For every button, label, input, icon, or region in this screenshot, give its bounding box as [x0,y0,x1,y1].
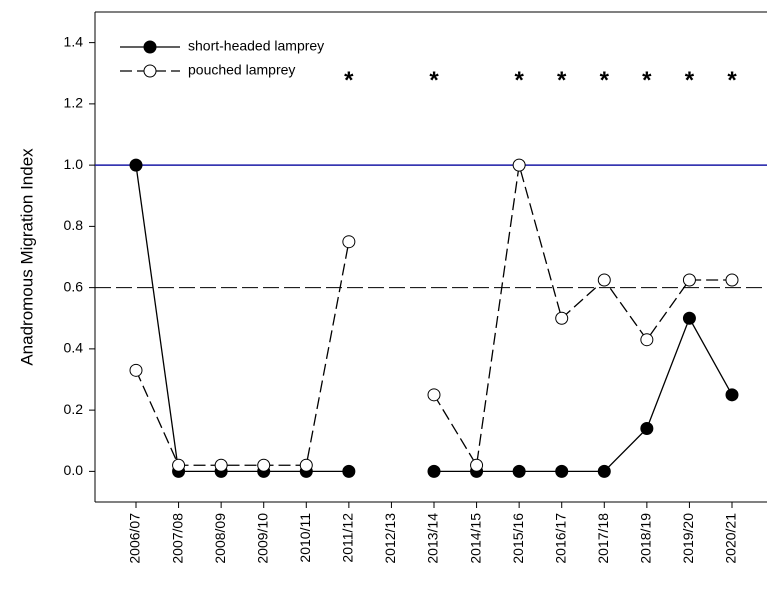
y-tick-label: 1.2 [64,95,84,111]
data-point [682,311,696,325]
significance-marker: * [429,67,439,94]
series-line [135,241,350,466]
data-point [427,464,441,478]
data-point [512,464,526,478]
significance-marker: * [600,67,610,94]
x-tick-label: 2006/07 [127,513,143,564]
legend-marker [143,40,157,54]
significance-marker: * [557,67,567,94]
x-tick-label: 2012/13 [382,513,398,564]
data-point [257,458,271,472]
x-tick-label: 2018/19 [638,513,654,564]
y-tick-label: 0.4 [64,340,84,356]
legend-label: short-headed lamprey [188,38,324,54]
data-point [555,311,569,325]
data-point [214,458,228,472]
legend-label: pouched lamprey [188,62,295,78]
data-point [299,458,313,472]
significance-marker: * [642,67,652,94]
data-point [640,422,654,435]
x-tick-label: 2007/08 [169,513,185,564]
y-tick-label: 1.0 [64,156,84,172]
data-point [725,273,739,287]
x-tick-label: 2014/15 [467,513,483,564]
x-tick-label: 2010/11 [297,513,313,563]
data-point [597,273,611,287]
y-axis-label: Anadromous Migration Index [17,148,36,366]
data-point [342,464,356,478]
x-tick-label: 2008/09 [212,513,228,564]
data-point [682,273,696,287]
y-tick-label: 1.4 [64,33,84,49]
x-tick-label: 2020/21 [723,513,739,564]
data-point [470,458,484,472]
x-tick-label: 2011/12 [340,513,356,563]
series-line [135,165,349,473]
x-tick-label: 2009/10 [254,513,270,564]
y-tick-label: 0.2 [64,401,84,417]
data-point [342,235,356,249]
y-tick-label: 0.6 [64,278,84,294]
data-point [427,388,441,402]
data-point [172,458,186,472]
y-tick-label: 0.8 [64,217,84,233]
y-tick-label: 0.0 [64,462,84,478]
series-line [434,316,733,473]
x-tick-label: 2019/20 [680,513,696,564]
data-point [129,158,143,172]
series-line [433,164,732,468]
data-point [597,464,611,478]
x-tick-label: 2016/17 [552,513,568,564]
data-point [640,333,654,347]
significance-marker: * [727,67,737,94]
data-point [555,464,569,478]
data-point [129,363,143,377]
significance-marker: * [344,67,354,94]
x-tick-label: 2013/14 [425,513,441,564]
x-tick-label: 2015/16 [510,513,526,564]
significance-marker: * [685,67,695,94]
significance-marker: * [514,67,524,94]
data-point [725,388,739,402]
data-point [512,158,526,172]
x-tick-label: 2017/18 [595,513,611,564]
legend-marker [143,64,157,78]
